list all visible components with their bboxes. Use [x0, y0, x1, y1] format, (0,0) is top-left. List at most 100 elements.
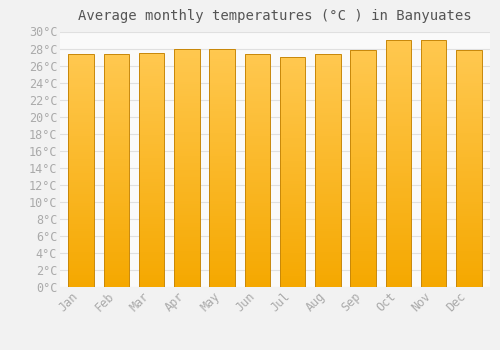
Bar: [315, 259, 340, 261]
Bar: [104, 194, 129, 196]
Bar: [104, 215, 129, 217]
Bar: [139, 135, 164, 137]
Bar: [350, 228, 376, 230]
Bar: [210, 239, 235, 242]
Bar: [386, 260, 411, 262]
Bar: [210, 242, 235, 244]
Bar: [68, 278, 94, 280]
Bar: [139, 170, 164, 172]
Bar: [139, 53, 164, 55]
Bar: [280, 80, 305, 82]
Bar: [244, 215, 270, 217]
Bar: [386, 238, 411, 240]
Bar: [315, 78, 340, 80]
Bar: [68, 226, 94, 229]
Bar: [104, 240, 129, 243]
Bar: [350, 249, 376, 252]
Bar: [210, 56, 235, 59]
Bar: [104, 282, 129, 285]
Bar: [174, 127, 200, 130]
Bar: [280, 87, 305, 89]
Bar: [315, 131, 340, 134]
Bar: [244, 243, 270, 245]
Bar: [421, 238, 446, 240]
Bar: [174, 113, 200, 115]
Bar: [421, 156, 446, 159]
Bar: [210, 111, 235, 113]
Bar: [244, 273, 270, 275]
Bar: [350, 60, 376, 62]
Bar: [174, 180, 200, 182]
Bar: [104, 96, 129, 99]
Bar: [68, 87, 94, 89]
Bar: [456, 142, 481, 145]
Bar: [280, 57, 305, 287]
Bar: [350, 102, 376, 105]
Bar: [104, 252, 129, 254]
Bar: [244, 268, 270, 271]
Bar: [68, 199, 94, 201]
Bar: [315, 247, 340, 250]
Bar: [139, 62, 164, 64]
Bar: [456, 252, 481, 254]
Bar: [104, 110, 129, 113]
Bar: [350, 183, 376, 185]
Bar: [68, 113, 94, 115]
Bar: [315, 69, 340, 71]
Bar: [421, 265, 446, 267]
Bar: [139, 78, 164, 81]
Bar: [139, 139, 164, 142]
Bar: [280, 188, 305, 190]
Bar: [244, 122, 270, 124]
Bar: [244, 252, 270, 254]
Bar: [104, 134, 129, 136]
Bar: [210, 261, 235, 263]
Bar: [210, 71, 235, 73]
Bar: [244, 275, 270, 278]
Bar: [421, 215, 446, 218]
Bar: [350, 81, 376, 83]
Bar: [244, 280, 270, 282]
Bar: [386, 208, 411, 210]
Bar: [244, 147, 270, 150]
Bar: [174, 175, 200, 177]
Bar: [350, 52, 376, 55]
Bar: [315, 236, 340, 238]
Bar: [456, 152, 481, 154]
Bar: [280, 161, 305, 163]
Bar: [244, 99, 270, 101]
Bar: [386, 129, 411, 131]
Bar: [280, 193, 305, 195]
Bar: [350, 202, 376, 204]
Bar: [210, 204, 235, 206]
Bar: [244, 80, 270, 82]
Bar: [315, 140, 340, 143]
Bar: [244, 117, 270, 120]
Bar: [68, 173, 94, 175]
Bar: [104, 103, 129, 106]
Bar: [456, 131, 481, 133]
Bar: [421, 131, 446, 134]
Bar: [386, 114, 411, 117]
Bar: [68, 82, 94, 85]
Bar: [139, 128, 164, 130]
Bar: [139, 132, 164, 135]
Bar: [244, 208, 270, 210]
Bar: [174, 228, 200, 230]
Bar: [174, 108, 200, 111]
Bar: [350, 164, 376, 166]
Bar: [104, 199, 129, 201]
Bar: [244, 143, 270, 145]
Bar: [280, 149, 305, 151]
Bar: [104, 236, 129, 238]
Bar: [350, 185, 376, 188]
Bar: [456, 211, 481, 214]
Bar: [244, 259, 270, 261]
Bar: [104, 247, 129, 250]
Bar: [244, 196, 270, 199]
Bar: [68, 108, 94, 110]
Bar: [421, 267, 446, 270]
Bar: [104, 66, 129, 69]
Bar: [386, 126, 411, 129]
Bar: [386, 233, 411, 235]
